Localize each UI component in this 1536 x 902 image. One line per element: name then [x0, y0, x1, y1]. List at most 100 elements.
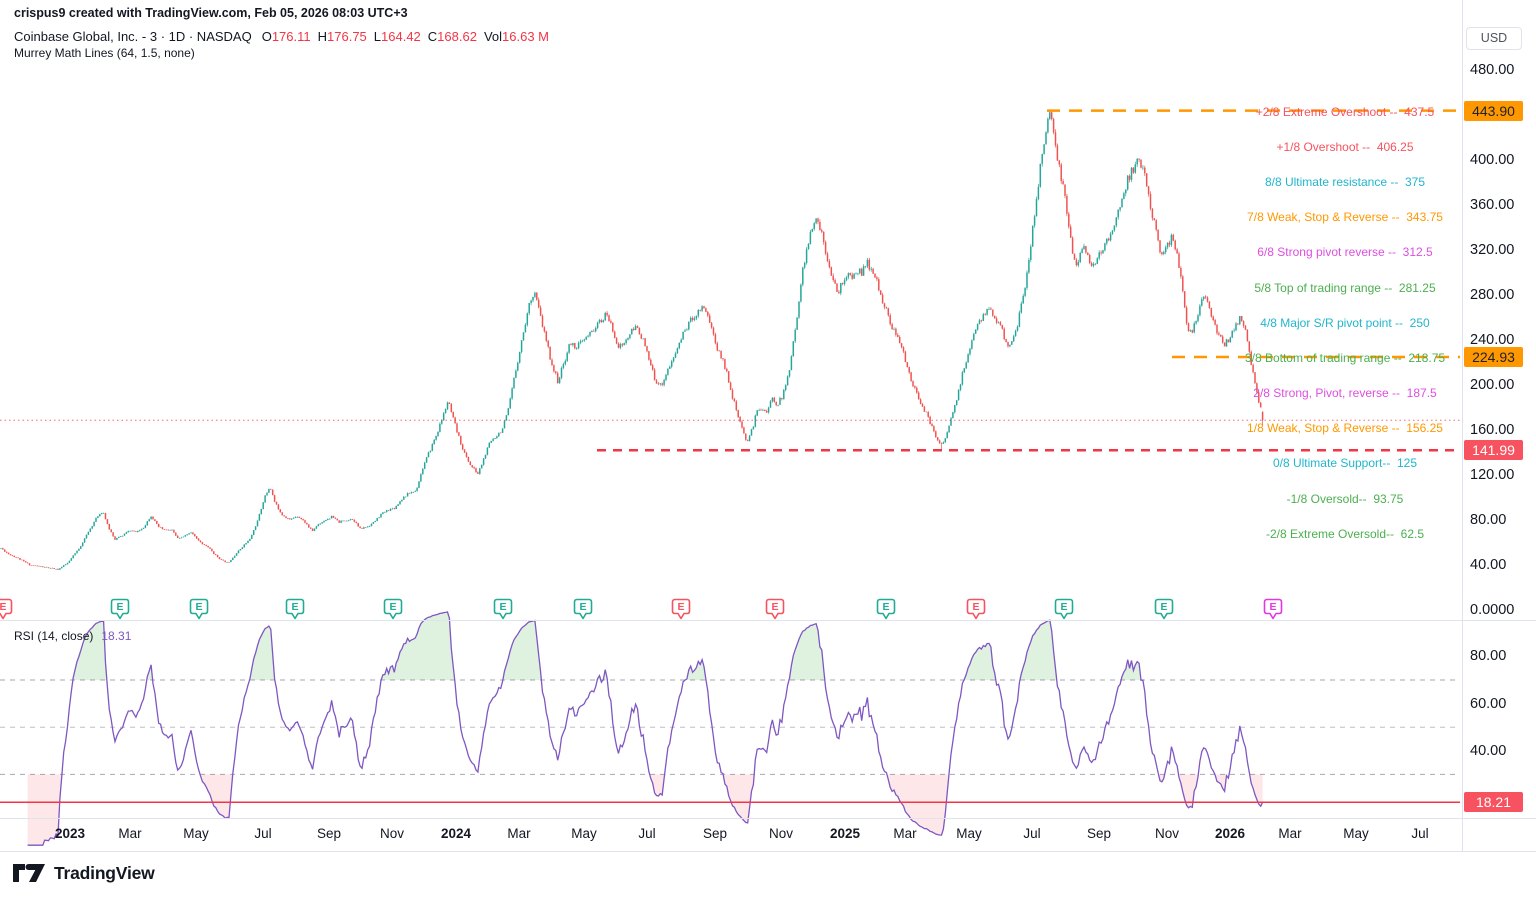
svg-text:E: E — [0, 601, 7, 613]
murrey-level-label-9: 1/8 Weak, Stop & Reverse -- 156.25 — [1247, 421, 1443, 436]
rsi-tick-80.00: 80.00 — [1470, 648, 1507, 665]
murrey-level-label-2: 8/8 Ultimate resistance -- 375 — [1264, 175, 1426, 190]
earnings-flag-red[interactable]: E — [0, 598, 13, 622]
price-tick-360.00: 360.00 — [1470, 197, 1515, 213]
date-label-Jul[interactable]: Jul — [638, 826, 656, 841]
date-label-Sep[interactable]: Sep — [1086, 826, 1112, 841]
high-value: 176.75 — [327, 29, 367, 44]
date-label-Mar[interactable]: Mar — [118, 826, 142, 841]
svg-text:E: E — [195, 601, 202, 613]
date-label-May[interactable]: May — [571, 826, 597, 841]
price-tick-240.00: 240.00 — [1470, 332, 1515, 348]
rsi-label[interactable]: RSI (14, close) — [14, 629, 94, 643]
svg-text:E: E — [677, 601, 684, 613]
date-label-May[interactable]: May — [183, 826, 209, 841]
close-value: 168.62 — [437, 29, 477, 44]
price-badge-141.99: 141.99 — [1464, 440, 1523, 461]
earnings-flag-red[interactable]: E — [966, 598, 986, 622]
murrey-level-label-5: 5/8 Top of trading range -- 281.25 — [1254, 280, 1436, 295]
date-label-2024[interactable]: 2024 — [440, 826, 472, 841]
currency-toggle[interactable]: USD — [1466, 27, 1522, 50]
price-tick-320.00: 320.00 — [1470, 242, 1515, 258]
date-label-Nov[interactable]: Nov — [379, 826, 405, 841]
earnings-flag-green[interactable]: E — [110, 598, 130, 622]
volume-value: 16.63 M — [502, 29, 549, 44]
svg-text:E: E — [882, 601, 889, 613]
rsi-legend: RSI (14, close) 18.31 — [14, 629, 131, 643]
volume-label: Vol — [483, 29, 503, 44]
date-label-Jul[interactable]: Jul — [1411, 826, 1429, 841]
high-label: H — [317, 29, 328, 44]
earnings-flag-red[interactable]: E — [765, 598, 785, 622]
earnings-flag-green[interactable]: E — [1054, 598, 1074, 622]
rsi-line[interactable] — [27, 611, 1264, 846]
date-label-Sep[interactable]: Sep — [702, 826, 728, 841]
date-label-2025[interactable]: 2025 — [829, 826, 861, 841]
earnings-flag-magenta[interactable]: E — [1263, 598, 1283, 622]
earnings-flag-green[interactable]: E — [285, 598, 305, 622]
svg-text:E: E — [1160, 601, 1167, 613]
date-label-May[interactable]: May — [1343, 826, 1369, 841]
price-tick-120.00: 120.00 — [1470, 467, 1515, 483]
earnings-flag-green[interactable]: E — [383, 598, 403, 622]
murrey-level-label-6: 4/8 Major S/R pivot point -- 250 — [1260, 315, 1430, 330]
rsi-tick-40.00: 40.00 — [1470, 742, 1507, 759]
rsi-value: 18.31 — [101, 629, 132, 643]
creator-watermark: crispus9 created with TradingView.com, F… — [14, 6, 408, 20]
date-label-May[interactable]: May — [956, 826, 982, 841]
murrey-level-label-0: +2/8 Extreme Overshoot -- 437.5 — [1255, 104, 1435, 119]
murrey-level-label-4: 6/8 Strong pivot reverse -- 312.5 — [1257, 245, 1433, 260]
date-label-Mar[interactable]: Mar — [893, 826, 917, 841]
tradingview-logo-icon — [13, 864, 45, 882]
rsi-tick-60.00: 60.00 — [1470, 695, 1507, 712]
indicator-legend[interactable]: Murrey Math Lines (64, 1.5, none) — [14, 46, 195, 60]
murrey-level-label-1: +1/8 Overshoot -- 406.25 — [1276, 139, 1414, 154]
open-value: 176.11 — [271, 29, 311, 44]
price-badge-224.93: 224.93 — [1464, 346, 1523, 367]
tradingview-logo[interactable]: TradingView — [12, 862, 155, 884]
date-label-Mar[interactable]: Mar — [507, 826, 531, 841]
date-label-2023[interactable]: 2023 — [54, 826, 86, 841]
symbol-legend: Coinbase Global, Inc. - 3 · 1D · NASDAQ O… — [14, 29, 556, 44]
svg-text:E: E — [579, 601, 586, 613]
date-label-Jul[interactable]: Jul — [254, 826, 272, 841]
price-badge-443.90: 443.90 — [1464, 100, 1523, 121]
earnings-flag-green[interactable]: E — [189, 598, 209, 622]
price-tick-480.00: 480.00 — [1470, 62, 1515, 78]
low-value: 164.42 — [381, 29, 421, 44]
svg-text:E: E — [771, 601, 778, 613]
open-label: O — [261, 29, 272, 44]
tradingview-logo-text: TradingView — [54, 862, 155, 883]
earnings-flag-red[interactable]: E — [671, 598, 691, 622]
earnings-flag-green[interactable]: E — [573, 598, 593, 622]
svg-text:E: E — [389, 601, 396, 613]
murrey-level-label-12: -2/8 Extreme Oversold-- 62.5 — [1265, 526, 1425, 541]
earnings-flag-green[interactable]: E — [493, 598, 513, 622]
date-label-Sep[interactable]: Sep — [316, 826, 342, 841]
rsi-overbought-fill — [27, 612, 1263, 680]
date-label-Nov[interactable]: Nov — [1154, 826, 1180, 841]
symbol-title[interactable]: Coinbase Global, Inc. - 3 · 1D · NASDAQ — [14, 29, 252, 44]
candlestick-series[interactable] — [0, 109, 1264, 570]
date-label-Nov[interactable]: Nov — [768, 826, 794, 841]
price-tick-200.00: 200.00 — [1470, 377, 1515, 393]
svg-text:E: E — [972, 601, 979, 613]
price-tick-160.00: 160.00 — [1470, 422, 1515, 438]
murrey-level-label-7: 3/8 Bottom of trading range -- 218.75 — [1244, 350, 1446, 365]
date-label-Mar[interactable]: Mar — [1278, 826, 1302, 841]
low-label: L — [373, 29, 382, 44]
svg-text:E: E — [499, 601, 506, 613]
svg-text:E: E — [1060, 601, 1067, 613]
price-tick-0.0000: 0.0000 — [1470, 602, 1515, 618]
earnings-flag-green[interactable]: E — [1154, 598, 1174, 622]
date-label-Jul[interactable]: Jul — [1023, 826, 1041, 841]
murrey-level-label-11: -1/8 Oversold-- 93.75 — [1286, 491, 1404, 506]
svg-text:E: E — [116, 601, 123, 613]
svg-text:E: E — [1269, 601, 1276, 613]
earnings-flag-green[interactable]: E — [876, 598, 896, 622]
price-tick-280.00: 280.00 — [1470, 287, 1515, 303]
date-label-2026[interactable]: 2026 — [1214, 826, 1246, 841]
murrey-level-label-10: 0/8 Ultimate Support-- 125 — [1272, 456, 1418, 471]
